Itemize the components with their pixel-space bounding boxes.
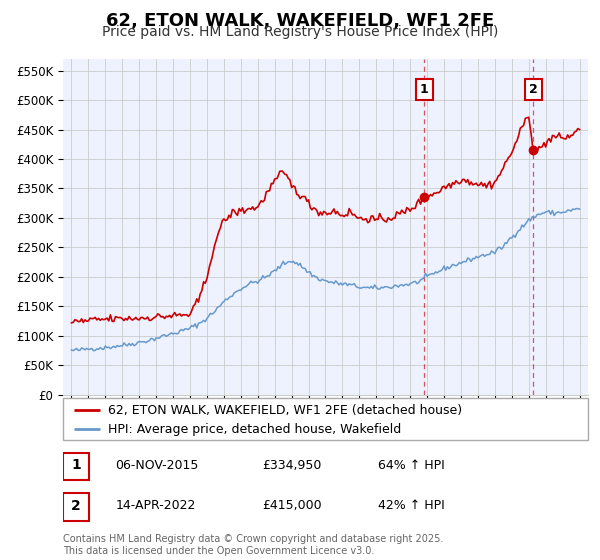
Text: 42% ↑ HPI: 42% ↑ HPI — [378, 499, 445, 512]
Text: £415,000: £415,000 — [263, 499, 322, 512]
Text: 14-APR-2022: 14-APR-2022 — [115, 499, 196, 512]
FancyBboxPatch shape — [63, 493, 89, 521]
Text: £334,950: £334,950 — [263, 459, 322, 472]
Text: 62, ETON WALK, WAKEFIELD, WF1 2FE (detached house): 62, ETON WALK, WAKEFIELD, WF1 2FE (detac… — [107, 404, 462, 417]
Text: 1: 1 — [71, 458, 81, 472]
Text: 1: 1 — [420, 83, 429, 96]
FancyBboxPatch shape — [63, 398, 588, 440]
Text: Contains HM Land Registry data © Crown copyright and database right 2025.
This d: Contains HM Land Registry data © Crown c… — [63, 534, 443, 556]
Text: Price paid vs. HM Land Registry's House Price Index (HPI): Price paid vs. HM Land Registry's House … — [102, 25, 498, 39]
Text: 2: 2 — [71, 498, 81, 512]
Text: 62, ETON WALK, WAKEFIELD, WF1 2FE: 62, ETON WALK, WAKEFIELD, WF1 2FE — [106, 12, 494, 30]
Text: 06-NOV-2015: 06-NOV-2015 — [115, 459, 199, 472]
FancyBboxPatch shape — [63, 453, 89, 480]
Text: 64% ↑ HPI: 64% ↑ HPI — [378, 459, 445, 472]
Text: 2: 2 — [529, 83, 538, 96]
Text: HPI: Average price, detached house, Wakefield: HPI: Average price, detached house, Wake… — [107, 423, 401, 436]
